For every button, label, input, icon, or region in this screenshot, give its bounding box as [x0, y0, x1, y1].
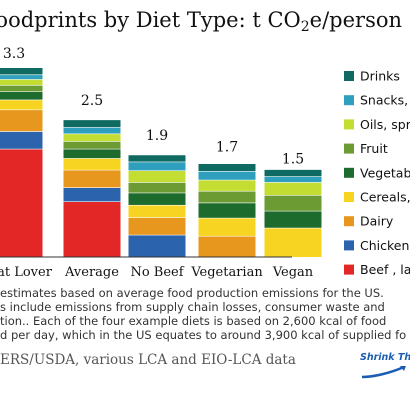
bar-segment: [0, 148, 43, 257]
bar-segment: [0, 79, 43, 86]
legend-label: Cereals, baked: [360, 190, 410, 205]
bar-segment: [63, 158, 121, 170]
bar-segment: [0, 131, 43, 149]
bar-segment: [128, 217, 186, 235]
bar-segment: [0, 91, 43, 100]
bar-segment: [63, 141, 121, 149]
bar-segment: [128, 234, 186, 257]
legend-swatch: [344, 167, 354, 178]
bar-segment: [264, 169, 322, 177]
legend-swatch: [344, 240, 354, 251]
x-tick-labels: Meat Lover Average No Beef Vegetarian Vegan: [0, 265, 314, 280]
legend-label: Dairy: [360, 214, 394, 229]
bar-segment: [63, 187, 121, 202]
bar-segment: [0, 99, 43, 110]
x-tick-label: Vegetarian: [190, 265, 263, 280]
x-tick-label: No Beef: [130, 265, 184, 280]
bar-segment: [0, 85, 43, 92]
x-tick-label: Vegan: [272, 265, 314, 280]
title-subscript: 2: [301, 19, 310, 35]
legend-swatch: [344, 71, 354, 81]
bar-segment: [198, 202, 256, 218]
bar-segment: [63, 148, 121, 159]
title-part: e/person: [310, 8, 402, 32]
legend-swatch: [344, 143, 354, 154]
bar-segment: [128, 182, 186, 193]
bar-segment: [128, 170, 186, 183]
bar-segment: [128, 154, 186, 162]
bar-segment: [63, 201, 121, 257]
bar-segment: [264, 194, 322, 211]
legend: Drinks Snacks, sweets Oils, spreads Fruit Ve…: [344, 69, 410, 277]
bar-segment: [0, 67, 43, 75]
legend-swatch: [344, 119, 354, 130]
bar-segment: [198, 190, 256, 203]
legend-label: Beef , lamb: [360, 262, 410, 277]
footnote: estimates based on average food producti…: [0, 286, 410, 342]
logo-text: Shrink That: [360, 352, 410, 363]
bar-segment: [198, 171, 256, 180]
x-tick-label: Average: [64, 265, 119, 280]
bar-segment: [63, 133, 121, 142]
chart-title: Foodprints by Diet Type: t CO2e/person: [0, 8, 402, 35]
total-labels: 3.3 2.5 1.9 1.7 1.5: [3, 46, 304, 167]
bar-segment: [264, 182, 322, 195]
legend-swatch: [344, 95, 354, 106]
bar-segment: [0, 109, 43, 132]
x-tick-label: Meat Lover: [0, 265, 53, 280]
footnote-line: s include emissions from supply chain lo…: [0, 300, 385, 314]
bar-segment: [63, 169, 121, 188]
legend-label: Fruit: [360, 141, 388, 156]
bar-segment: [264, 210, 322, 228]
legend-label: Vegetables: [360, 165, 410, 180]
total-label: 1.7: [216, 140, 238, 156]
footnote-line: tion.. Each of the four example diets is…: [0, 314, 387, 328]
logo: Shrink That: [360, 352, 410, 379]
legend-label: Drinks: [360, 69, 400, 84]
legend-label: Oils, spreads: [360, 117, 410, 132]
title-part: Foodprints by Diet Type: t CO: [0, 8, 301, 32]
bar-segment: [198, 217, 256, 236]
footnote-line: d per day, which in the US equates to ar…: [0, 328, 407, 342]
bar-segment: [198, 163, 256, 172]
total-label: 1.5: [282, 151, 304, 167]
bar-segment: [63, 127, 121, 134]
logo-mark-icon: [361, 365, 406, 379]
legend-swatch: [344, 264, 354, 275]
legend-label: Chicken, fish: [360, 238, 410, 253]
bars-group: [0, 66, 322, 257]
bar-segment: [0, 74, 43, 80]
chart: Foodprints by Diet Type: t CO2e/person M…: [0, 8, 410, 280]
bar-segment: [264, 227, 322, 257]
source-text: ERS/USDA, various LCA and EIO-LCA data: [0, 352, 296, 368]
total-label: 1.9: [146, 128, 168, 144]
legend-label: Snacks, sweets: [360, 93, 410, 108]
bar-segment: [128, 161, 186, 171]
bar-segment: [198, 235, 256, 257]
footnote-line: estimates based on average food producti…: [0, 286, 384, 300]
total-label: 3.3: [3, 46, 25, 62]
bar-segment: [128, 204, 186, 218]
total-label: 2.5: [81, 93, 103, 109]
bar-segment: [63, 119, 121, 128]
bar-segment: [128, 192, 186, 205]
legend-swatch: [344, 216, 354, 227]
bar-segment: [198, 179, 256, 191]
legend-swatch: [344, 192, 354, 202]
bar-segment: [264, 176, 322, 183]
